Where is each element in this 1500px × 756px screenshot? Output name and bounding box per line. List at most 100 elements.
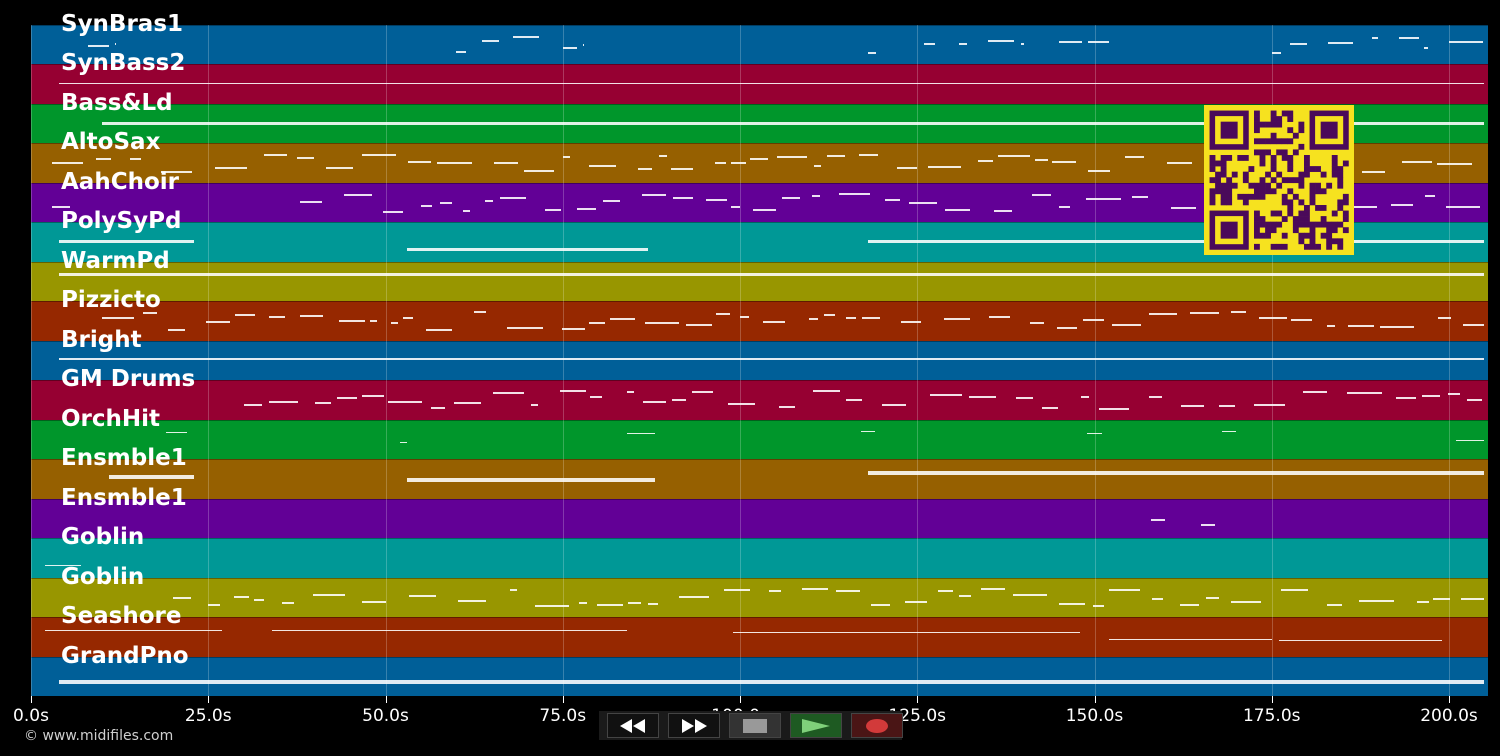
note xyxy=(129,158,141,161)
note xyxy=(626,390,635,393)
note xyxy=(740,315,749,318)
track-lane[interactable] xyxy=(31,498,1488,539)
note xyxy=(1056,326,1077,329)
track-lane[interactable] xyxy=(31,538,1488,578)
note xyxy=(344,193,372,196)
note xyxy=(406,247,648,251)
note xyxy=(1180,404,1204,407)
note xyxy=(958,42,967,45)
note xyxy=(644,322,679,324)
note xyxy=(562,327,586,330)
note xyxy=(678,596,709,599)
note xyxy=(908,201,937,204)
note xyxy=(801,587,828,590)
tick-label: 150.0s xyxy=(1065,706,1124,726)
note xyxy=(1346,206,1377,209)
note xyxy=(1081,395,1089,398)
note xyxy=(462,210,471,213)
note xyxy=(172,596,192,599)
note xyxy=(1259,317,1287,320)
note xyxy=(545,209,562,212)
note xyxy=(312,593,345,596)
note xyxy=(403,316,413,319)
track-lane[interactable] xyxy=(31,419,1488,460)
note xyxy=(1179,604,1200,607)
note xyxy=(671,398,687,401)
note xyxy=(845,317,856,320)
note xyxy=(300,200,322,203)
track-lane[interactable] xyxy=(31,340,1488,381)
tick-mark xyxy=(1271,696,1273,703)
note xyxy=(481,40,499,43)
note xyxy=(839,193,871,196)
note xyxy=(978,159,994,162)
track-lane[interactable] xyxy=(31,617,1488,657)
note xyxy=(59,83,1485,85)
track-lane[interactable] xyxy=(31,380,1488,420)
note xyxy=(1328,42,1353,45)
note xyxy=(165,431,187,433)
record-icon xyxy=(866,718,888,733)
note xyxy=(1396,397,1416,400)
copyright-text: © www.midifiles.com xyxy=(24,728,174,744)
note xyxy=(715,313,730,316)
track-label: Ensmble1 xyxy=(61,445,187,472)
note xyxy=(1151,519,1166,522)
note xyxy=(370,320,378,323)
track-label: Goblin xyxy=(61,524,145,551)
note xyxy=(1446,206,1480,209)
tick-label: 75.0s xyxy=(539,706,587,726)
note xyxy=(1029,322,1045,325)
record-button[interactable] xyxy=(851,713,903,738)
track-lane[interactable] xyxy=(31,261,1488,302)
note xyxy=(861,316,881,319)
note xyxy=(493,161,518,164)
note xyxy=(781,196,801,199)
stop-button[interactable] xyxy=(729,713,781,738)
track-lane[interactable] xyxy=(31,577,1488,618)
tick-mark xyxy=(385,696,387,703)
note xyxy=(777,155,807,158)
note xyxy=(407,161,432,164)
note xyxy=(860,430,875,432)
tick-label: 0.0s xyxy=(13,706,49,726)
note xyxy=(943,317,970,320)
note xyxy=(647,602,659,605)
track-label: OrchHit xyxy=(61,405,161,432)
note xyxy=(456,50,466,53)
note xyxy=(993,209,1012,212)
play-button[interactable] xyxy=(790,713,842,738)
note xyxy=(731,206,740,209)
note xyxy=(269,315,285,318)
note xyxy=(769,589,781,592)
note xyxy=(1254,403,1285,406)
note xyxy=(1456,440,1485,442)
note xyxy=(1149,313,1178,316)
note xyxy=(101,121,1485,125)
note xyxy=(1359,599,1394,602)
rewind-button[interactable] xyxy=(607,713,659,738)
note xyxy=(534,605,570,608)
note xyxy=(901,320,922,323)
note xyxy=(1124,155,1144,158)
note xyxy=(730,162,746,165)
note xyxy=(937,589,954,592)
note xyxy=(959,594,972,597)
note xyxy=(1433,598,1451,601)
tick-label: 25.0s xyxy=(184,706,232,726)
note xyxy=(1059,40,1082,43)
note xyxy=(763,320,786,323)
track-lane[interactable] xyxy=(31,656,1488,696)
note xyxy=(59,680,1485,685)
track-lane[interactable] xyxy=(31,459,1488,499)
track-lane[interactable] xyxy=(31,301,1488,341)
note xyxy=(1059,603,1085,606)
note xyxy=(705,198,728,201)
note xyxy=(628,601,642,604)
track-lane[interactable] xyxy=(31,25,1488,65)
track-label: WarmPd xyxy=(61,247,170,274)
fast-forward-button[interactable] xyxy=(668,713,720,738)
note xyxy=(439,202,453,205)
note xyxy=(1303,391,1327,393)
note xyxy=(589,165,616,168)
